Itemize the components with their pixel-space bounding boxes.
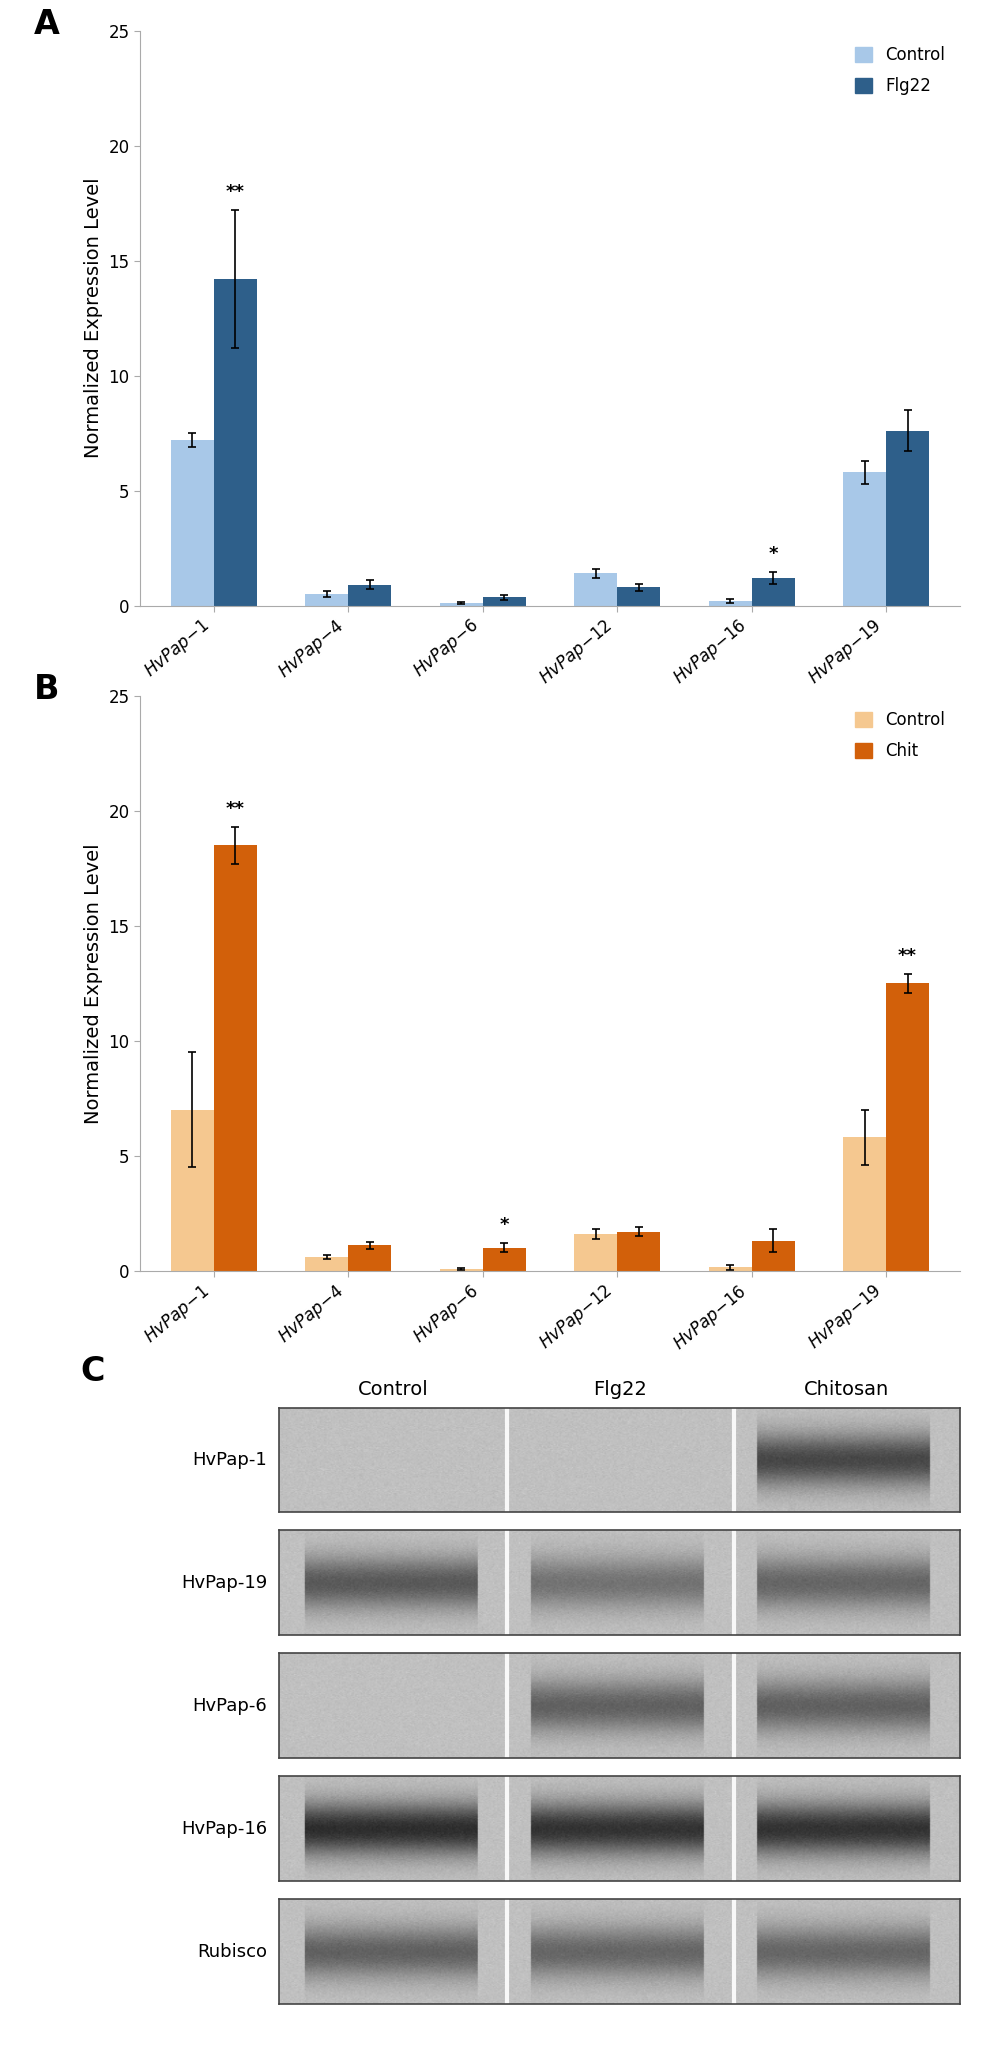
Text: Rubisco: Rubisco bbox=[197, 1942, 267, 1961]
Text: **: ** bbox=[226, 801, 245, 817]
Bar bbox=[617, 1232, 660, 1271]
Bar bbox=[305, 593, 348, 606]
Text: **: ** bbox=[226, 183, 245, 201]
Text: HvPap-1: HvPap-1 bbox=[193, 1451, 267, 1468]
Bar bbox=[483, 597, 526, 606]
Text: B: B bbox=[33, 673, 59, 706]
Bar bbox=[886, 431, 929, 606]
Bar bbox=[214, 846, 257, 1271]
Bar bbox=[752, 1240, 795, 1271]
Legend: Control, Chit: Control, Chit bbox=[848, 704, 952, 768]
Bar bbox=[171, 1111, 214, 1271]
Bar bbox=[843, 472, 886, 606]
Legend: Control, Flg22: Control, Flg22 bbox=[848, 39, 952, 103]
Bar bbox=[348, 585, 391, 606]
Bar bbox=[709, 602, 752, 606]
Bar bbox=[752, 579, 795, 606]
Text: HvPap-6: HvPap-6 bbox=[193, 1696, 267, 1714]
Y-axis label: Normalized Expression Level: Normalized Expression Level bbox=[84, 844, 103, 1123]
Text: Chitosan: Chitosan bbox=[804, 1380, 889, 1398]
Bar bbox=[483, 1248, 526, 1271]
Bar bbox=[305, 1256, 348, 1271]
Y-axis label: Normalized Expression Level: Normalized Expression Level bbox=[84, 179, 103, 458]
Text: *: * bbox=[500, 1215, 509, 1234]
Bar bbox=[214, 279, 257, 606]
Text: Flg22: Flg22 bbox=[593, 1380, 647, 1398]
Bar bbox=[171, 439, 214, 606]
Bar bbox=[843, 1137, 886, 1271]
Bar bbox=[574, 573, 617, 606]
Bar bbox=[709, 1267, 752, 1271]
Text: C: C bbox=[80, 1355, 105, 1388]
Text: *: * bbox=[768, 544, 778, 563]
Bar bbox=[348, 1246, 391, 1271]
Bar bbox=[574, 1234, 617, 1271]
Bar bbox=[440, 604, 483, 606]
Text: HvPap-16: HvPap-16 bbox=[181, 1819, 267, 1837]
Bar bbox=[886, 983, 929, 1271]
Bar bbox=[617, 587, 660, 606]
Text: Control: Control bbox=[357, 1380, 428, 1398]
Text: HvPap-19: HvPap-19 bbox=[181, 1575, 267, 1591]
Text: **: ** bbox=[898, 946, 917, 965]
Text: A: A bbox=[33, 8, 59, 41]
